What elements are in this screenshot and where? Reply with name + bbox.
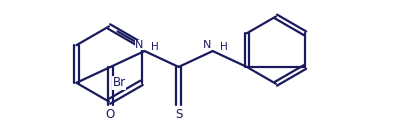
Text: Br: Br [113, 76, 126, 89]
Text: O: O [106, 108, 115, 121]
Text: N: N [135, 40, 144, 50]
Text: N: N [203, 40, 212, 50]
Text: S: S [175, 108, 182, 121]
Text: H: H [152, 42, 159, 52]
Text: H: H [219, 42, 227, 52]
